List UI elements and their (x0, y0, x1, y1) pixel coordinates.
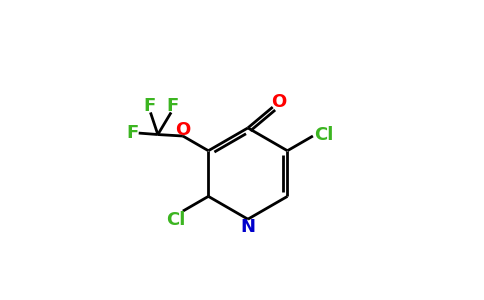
Text: O: O (272, 93, 287, 111)
Text: N: N (241, 218, 256, 236)
Text: Cl: Cl (315, 125, 334, 143)
Text: F: F (166, 97, 179, 115)
Text: F: F (126, 124, 138, 142)
Text: O: O (175, 121, 191, 139)
Text: F: F (143, 97, 155, 115)
Text: Cl: Cl (166, 211, 185, 229)
